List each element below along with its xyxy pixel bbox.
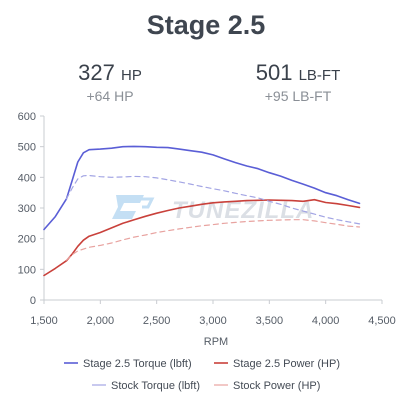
y-tick-label: 300 <box>18 203 36 215</box>
y-tick-label: 600 <box>18 111 36 123</box>
torque-peak: 501 LB-FT <box>228 60 368 86</box>
x-tick-label: 1,500 <box>30 315 58 327</box>
x-tick-label: 3,000 <box>199 315 227 327</box>
torque-unit: LB-FT <box>298 67 341 84</box>
watermark: TUNEZILLA <box>112 195 313 224</box>
hp-value: 327 <box>78 60 115 85</box>
legend-label-0: Stage 2.5 Torque (lbft) <box>83 358 192 370</box>
y-tick-label: 400 <box>18 172 36 184</box>
x-tick-label: 2,000 <box>87 315 115 327</box>
torque-gain: +95 LB-FT <box>264 88 332 104</box>
legend-label-1: Stage 2.5 Power (HP) <box>233 358 340 370</box>
hp-peak: 327 HP <box>40 60 180 86</box>
x-tick-label: 3,500 <box>256 315 284 327</box>
hp-stat: 327 HP +64 HP <box>40 60 180 104</box>
y-tick-label: 0 <box>30 295 36 307</box>
page-title: Stage 2.5 <box>146 10 266 40</box>
y-tick-label: 100 <box>18 264 36 276</box>
series-line-0 <box>43 145 361 231</box>
y-tick-label: 200 <box>18 234 36 246</box>
series-line-1 <box>43 198 361 277</box>
watermark-logo-icon <box>112 195 155 219</box>
series-line-2 <box>65 174 361 225</box>
x-tick-label: 2,500 <box>143 315 171 327</box>
axes: 0 100 200 300 400 500 600 1,500 2,000 2,500 3,000 3… <box>18 111 396 348</box>
x-tick-label: 4,000 <box>312 315 340 327</box>
x-axis-title: RPM <box>204 336 228 348</box>
series-line-3 <box>65 219 361 261</box>
x-tick-label: 4,500 <box>368 315 396 327</box>
torque-stat: 501 LB-FT +95 LB-FT <box>228 60 368 104</box>
series-layer <box>43 145 361 277</box>
legend: Stage 2.5 Torque (lbft) Stage 2.5 Power (… <box>64 358 340 392</box>
torque-value: 501 <box>255 60 293 85</box>
legend-label-3: Stock Power (HP) <box>233 380 320 392</box>
legend-label-2: Stock Torque (lbft) <box>111 380 200 392</box>
hp-unit: HP <box>121 67 142 84</box>
y-tick-label: 500 <box>18 142 36 154</box>
hp-gain: +64 HP <box>86 88 134 104</box>
